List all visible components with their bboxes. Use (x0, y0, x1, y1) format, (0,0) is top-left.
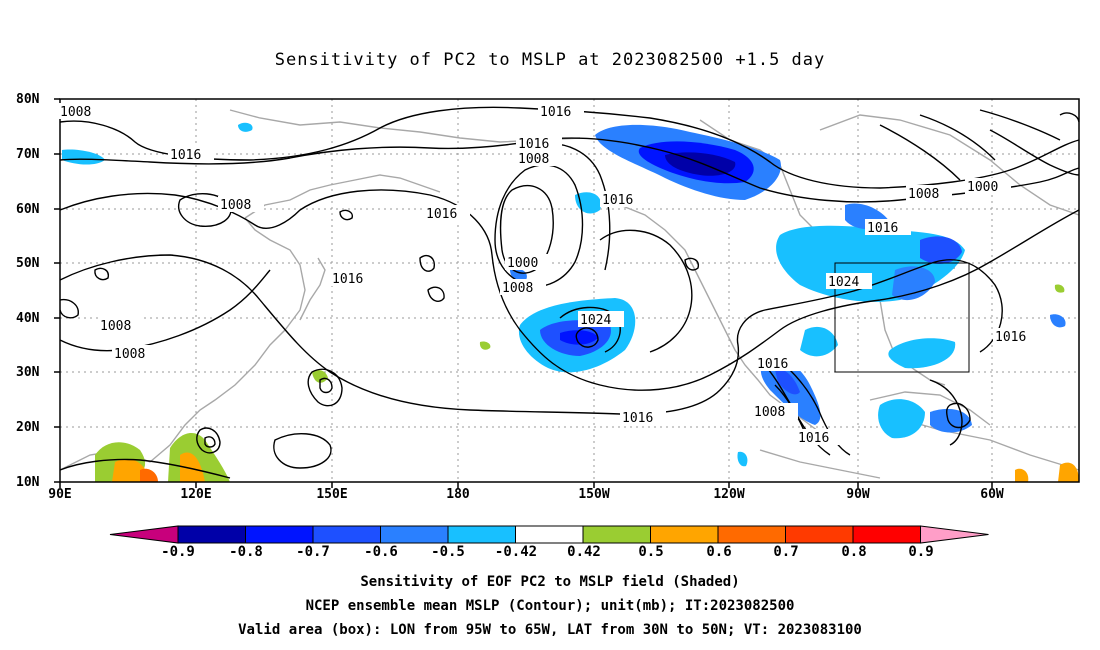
svg-text:1024: 1024 (828, 275, 859, 290)
lon-label: 120W (713, 487, 745, 502)
svg-text:1016: 1016 (518, 137, 549, 152)
contour-label: 1016 (620, 409, 666, 426)
contour-label: 1016 (0, 0, 31, 4)
svg-text:1008: 1008 (60, 105, 91, 120)
lat-label: 30N (16, 365, 40, 380)
contour-label: 1008 (218, 196, 264, 213)
lat-label: 40N (16, 311, 40, 326)
colorbar-label: -0.7 (296, 544, 330, 560)
colorbar-segment (785, 525, 854, 544)
lat-label: 20N (16, 420, 40, 435)
colorbar-segment (447, 525, 516, 544)
svg-text:1008: 1008 (220, 198, 251, 213)
colorbar-segment (650, 525, 719, 544)
colorbar-label: 0.9 (908, 544, 934, 560)
contour-label: 1016 (168, 146, 214, 163)
svg-text:1016: 1016 (995, 330, 1026, 345)
lat-label: 60N (16, 202, 40, 217)
lon-label: 90W (846, 487, 870, 502)
contour-label: 1016 (755, 355, 801, 372)
svg-text:1008: 1008 (114, 347, 145, 362)
svg-text:1016: 1016 (867, 221, 898, 236)
svg-text:1016: 1016 (540, 105, 571, 120)
colorbar-segment (245, 525, 314, 544)
svg-text:1008: 1008 (754, 405, 785, 420)
svg-text:1008: 1008 (908, 187, 939, 202)
contour-label: 1008 (58, 103, 104, 120)
colorbar-label: -0.8 (229, 544, 263, 560)
lon-label: 120E (180, 487, 212, 502)
svg-text:1016: 1016 (798, 431, 829, 446)
contour-label: 1000 (965, 178, 1011, 195)
valid-area-box (834, 262, 970, 373)
colorbar-label: -0.42 (494, 544, 538, 560)
svg-text:1024: 1024 (580, 313, 611, 328)
contour-label: 1016 (424, 205, 470, 222)
colorbar-label: 0.8 (841, 544, 867, 560)
lat-label: 70N (16, 147, 40, 162)
plot-border (59, 98, 1080, 483)
lon-label: 90E (48, 487, 72, 502)
contour-label: 1008 (752, 403, 798, 420)
contour-label: 1008 (500, 279, 546, 296)
contour-label: 1008 (112, 345, 158, 362)
svg-text:1016: 1016 (622, 411, 653, 426)
colorbar-label: -0.9 (161, 544, 195, 560)
contour-label: 1016 (516, 135, 562, 152)
contour-label: 1000 (505, 254, 551, 271)
contour-label: 1024 (826, 273, 872, 290)
contour-label: 1016 (865, 219, 911, 236)
contour-label: 1024 (578, 311, 624, 328)
colorbar-label: 0.5 (638, 544, 664, 560)
svg-text:1008: 1008 (518, 152, 549, 167)
contour-label: 1016 (330, 270, 376, 287)
contour-label: 1016 (993, 328, 1039, 345)
lon-label: 150E (316, 487, 348, 502)
lat-label: 50N (16, 256, 40, 271)
caption-valid-area: Valid area (box): LON from 95W to 65W, L… (238, 622, 862, 638)
colorbar-segment (515, 525, 584, 544)
svg-text:1008: 1008 (100, 319, 131, 334)
colorbar (109, 525, 989, 544)
contour-label: 1016 (600, 191, 646, 208)
lon-label: 150W (578, 487, 610, 502)
svg-text:1016: 1016 (332, 272, 363, 287)
colorbar-segment (312, 525, 381, 544)
contour-label: 1016 (538, 103, 584, 120)
caption-contour: NCEP ensemble mean MSLP (Contour); unit(… (305, 598, 795, 614)
colorbar-segment (852, 525, 921, 544)
svg-text:1000: 1000 (967, 180, 998, 195)
contour-label: 1008 (98, 317, 144, 334)
contour-label: 1008 (516, 150, 562, 167)
svg-text:1000: 1000 (507, 256, 538, 271)
colorbar-segment (582, 525, 651, 544)
lon-label: 60W (980, 487, 1004, 502)
svg-text:1016: 1016 (170, 148, 201, 163)
colorbar-label: -0.5 (431, 544, 465, 560)
lat-label: 80N (16, 92, 40, 107)
svg-text:1008: 1008 (502, 281, 533, 296)
colorbar-segment (380, 525, 449, 544)
colorbar-label: 0.42 (567, 544, 601, 560)
colorbar-segment (177, 525, 246, 544)
svg-text:1016: 1016 (426, 207, 457, 222)
contour-label: 1016 (796, 429, 842, 446)
colorbar-segment (717, 525, 786, 544)
lat-label: 10N (16, 475, 40, 490)
svg-text:1016: 1016 (757, 357, 788, 372)
colorbar-arrow-low (109, 525, 179, 544)
axis-ticks (54, 98, 993, 488)
svg-text:1016: 1016 (602, 193, 633, 208)
map-title: Sensitivity of PC2 to MSLP at 2023082500… (274, 50, 826, 70)
caption-shading: Sensitivity of EOF PC2 to MSLP field (Sh… (360, 574, 740, 590)
colorbar-label: 0.6 (706, 544, 732, 560)
colorbar-arrow-high (920, 525, 989, 544)
contour-labels: 1008 1016 1008 1016 1016 1016 1016 1008 … (0, 0, 1039, 446)
colorbar-label: 0.7 (773, 544, 799, 560)
colorbar-label: -0.6 (364, 544, 398, 560)
lon-label: 180 (446, 487, 470, 502)
contour-label: 1008 (906, 185, 952, 202)
